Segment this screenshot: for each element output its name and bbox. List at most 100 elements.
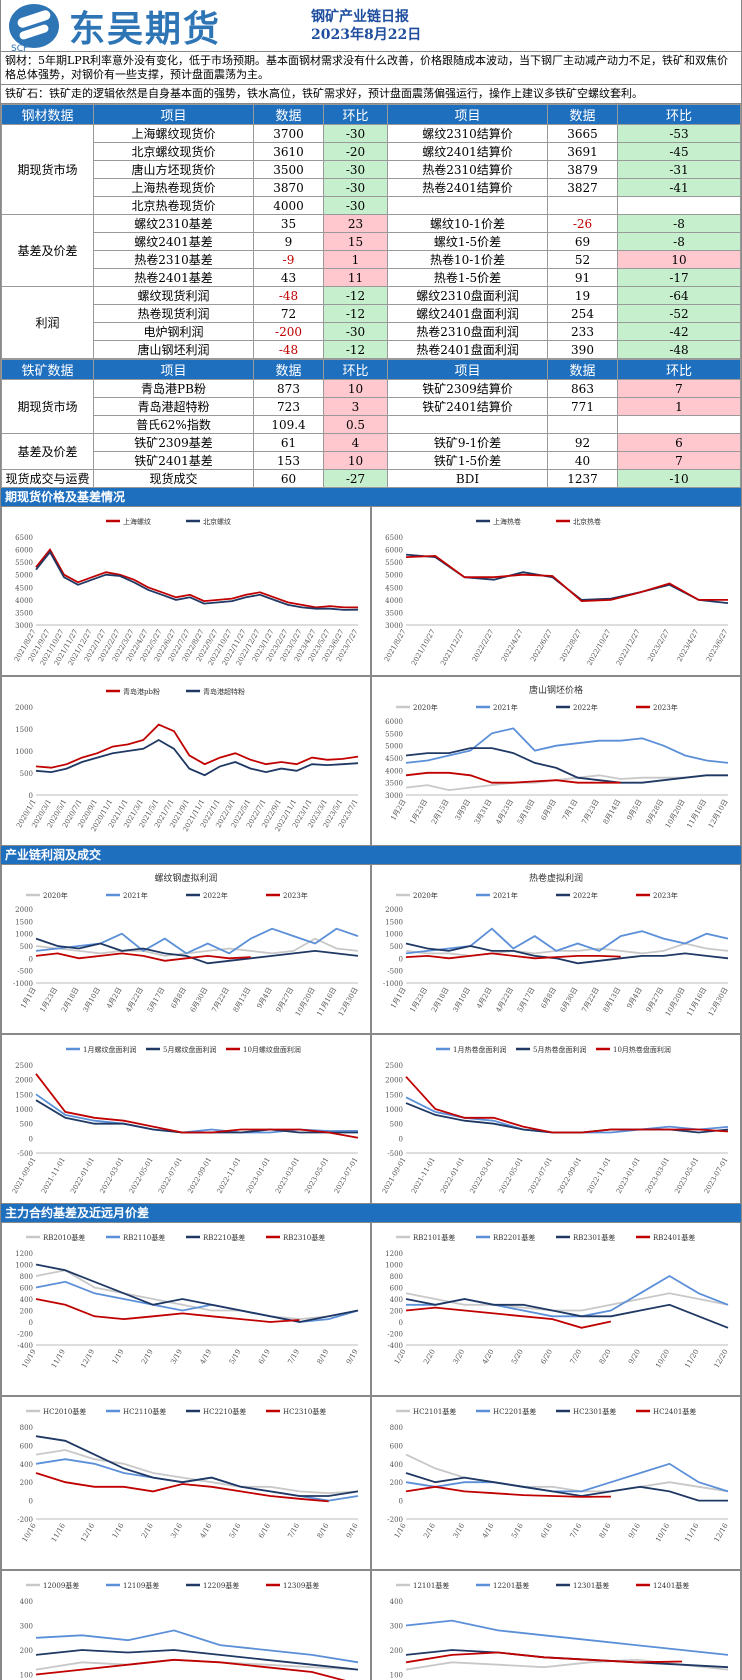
table-cell: -30 (323, 196, 388, 215)
chart-title: 热卷虚拟利润 (529, 872, 583, 884)
x-tick-label: 4/16 (481, 1522, 496, 1540)
x-tick-label: 6/20 (539, 1348, 554, 1366)
x-tick-label: 7/16 (569, 1522, 584, 1540)
report-title: 钢矿产业链日报 (311, 8, 409, 25)
x-tick-label: 9月5日 (625, 798, 643, 822)
table-cell: 铁矿2401结算价 (387, 397, 548, 416)
table-cell: 23 (323, 214, 388, 233)
x-tick-label: 8月13日 (602, 986, 623, 1014)
x-tick-label: 8/16 (316, 1522, 331, 1540)
table-header-cell: 数据 (547, 104, 618, 125)
series-line (405, 727, 729, 764)
table-header-cell: 项目 (387, 359, 548, 380)
table-cell: 3691 (547, 142, 618, 161)
x-tick-label: 4/19 (199, 1348, 214, 1366)
legend-label: 5月热卷盘面利润 (533, 1045, 586, 1054)
y-tick-label: 600 (20, 1442, 33, 1450)
y-tick-label: 4000 (15, 597, 33, 605)
table-header-cell: 项目 (387, 104, 548, 125)
chart-grid: RB2010基差 RB2110基差 RB2210基差 RB2310基差 1200 1000… (1, 1222, 741, 1680)
y-tick-label: 200 (20, 1479, 33, 1487)
series-line (35, 1435, 359, 1497)
table-cell: 863 (547, 379, 618, 398)
y-tick-label: 2500 (15, 1062, 33, 1070)
x-tick-label: 12月30日 (337, 986, 360, 1018)
legend-label: RB2301基差 (573, 1233, 615, 1242)
section-title: 主力合约基差及近远月价差 (1, 1204, 741, 1222)
y-tick-label: 6500 (385, 534, 403, 542)
table-cell: -8 (617, 214, 741, 233)
x-tick-label: 9/19 (345, 1348, 360, 1366)
line-chart: 12009基差 12109基差 12209基差 12309基差 400 300 200 100 (20, 1581, 359, 1680)
group-label: 利润 (1, 286, 94, 359)
legend-label: RB2010基差 (43, 1233, 85, 1242)
table-row: 期现货市场 上海螺纹现货价 3700 -30 螺纹2310结算价 3665 -53 (1, 124, 741, 215)
legend-label: 12301基差 (573, 1581, 609, 1590)
table-cell: -20 (323, 142, 388, 161)
ore-commentary: 铁矿石：铁矿走的逻辑依然是自身基本面的强势，铁水高位，铁矿需求好，预计盘面震荡偏… (1, 85, 741, 104)
table-cell: 771 (547, 397, 618, 416)
x-tick-label: 2021-09-01 (11, 1156, 38, 1195)
group-label: 期现货市场 (1, 124, 94, 215)
series-line (35, 1649, 359, 1671)
legend-label: 北京螺纹 (203, 517, 231, 526)
chart-panel: 12009基差 12109基差 12209基差 12309基差 400 300 200 100 (1, 1570, 371, 1680)
legend-label: RB2210基差 (203, 1233, 245, 1242)
y-tick-label: 0 (399, 1319, 403, 1327)
y-tick-label: -500 (17, 1150, 33, 1158)
table-cell: 螺纹2401结算价 (387, 142, 548, 161)
logo-subtext: SCF (11, 44, 29, 54)
line-chart: 上海热卷 北京热卷 6500 6000 5500 5000 4500 4000 3500 3000… (383, 517, 730, 667)
table-cell: 热卷2310结算价 (387, 160, 548, 179)
table-cell: 109.4 (253, 415, 324, 434)
y-tick-label: 5000 (385, 743, 403, 751)
x-tick-label: 2022/10/27 (586, 628, 613, 667)
x-tick-label: 5/20 (510, 1348, 525, 1366)
x-tick-label: 1月23日 (409, 986, 430, 1014)
table-cell: 螺纹2310盘面利润 (387, 286, 548, 305)
x-tick-label: 2023-05-01 (673, 1156, 700, 1195)
chart-grid: 螺纹钢虚拟利润 2020年 2021年 2022年 2023年 2000 1500 1000 5… (1, 864, 741, 1204)
y-tick-label: 500 (20, 1121, 33, 1129)
y-tick-label: 3500 (385, 609, 403, 617)
y-tick-label: 2000 (15, 906, 33, 914)
legend-label: 2021年 (493, 891, 518, 900)
legend-label: 12401基差 (653, 1581, 689, 1590)
x-tick-label: 12/19 (79, 1348, 96, 1369)
y-tick-label: 4500 (15, 584, 33, 592)
x-tick-label: 4月2日 (105, 986, 123, 1010)
table-cell: 7 (617, 379, 741, 398)
legend-label: 2021年 (123, 891, 148, 900)
legend-label: 1月螺纹盘面利润 (83, 1045, 136, 1054)
table-cell: -42 (617, 322, 741, 341)
x-tick-label: 2021/10/27 (410, 628, 437, 667)
table-cell: -53 (617, 124, 741, 143)
table-cell: -30 (323, 322, 388, 341)
table-cell: 螺纹现货利润 (93, 286, 254, 305)
x-tick-label: 3月10日 (82, 986, 103, 1014)
y-tick-label: 1500 (385, 918, 403, 926)
table-header-cell: 环比 (323, 104, 388, 125)
table-cell: -45 (617, 142, 741, 161)
y-tick-label: 4000 (385, 767, 403, 775)
legend-label: 上海螺纹 (123, 517, 151, 526)
table-cell: -12 (323, 340, 388, 359)
table-cell: -200 (253, 322, 324, 341)
y-tick-label: 3000 (385, 622, 403, 630)
legend-label: 12109基差 (123, 1581, 159, 1590)
table-cell: 唐山钢坯利润 (93, 340, 254, 359)
table-cell: 热卷现货利润 (93, 304, 254, 323)
table-header-cell: 环比 (617, 359, 741, 380)
series-line (35, 1658, 346, 1680)
x-tick-label: 8月13日 (232, 986, 253, 1014)
table-cell: 热卷2310盘面利润 (387, 322, 548, 341)
y-tick-label: 5500 (15, 559, 33, 567)
table-cell: 3700 (253, 124, 324, 143)
legend-label: 10月螺纹盘面利润 (243, 1045, 301, 1054)
y-tick-label: 400 (20, 1296, 33, 1304)
y-tick-label: 0 (29, 1319, 33, 1327)
y-tick-label: 400 (20, 1461, 33, 1469)
x-tick-label: 2022-03-01 (468, 1156, 495, 1195)
x-tick-label: 12月10日 (707, 798, 730, 830)
y-tick-label: -200 (387, 1516, 403, 1524)
